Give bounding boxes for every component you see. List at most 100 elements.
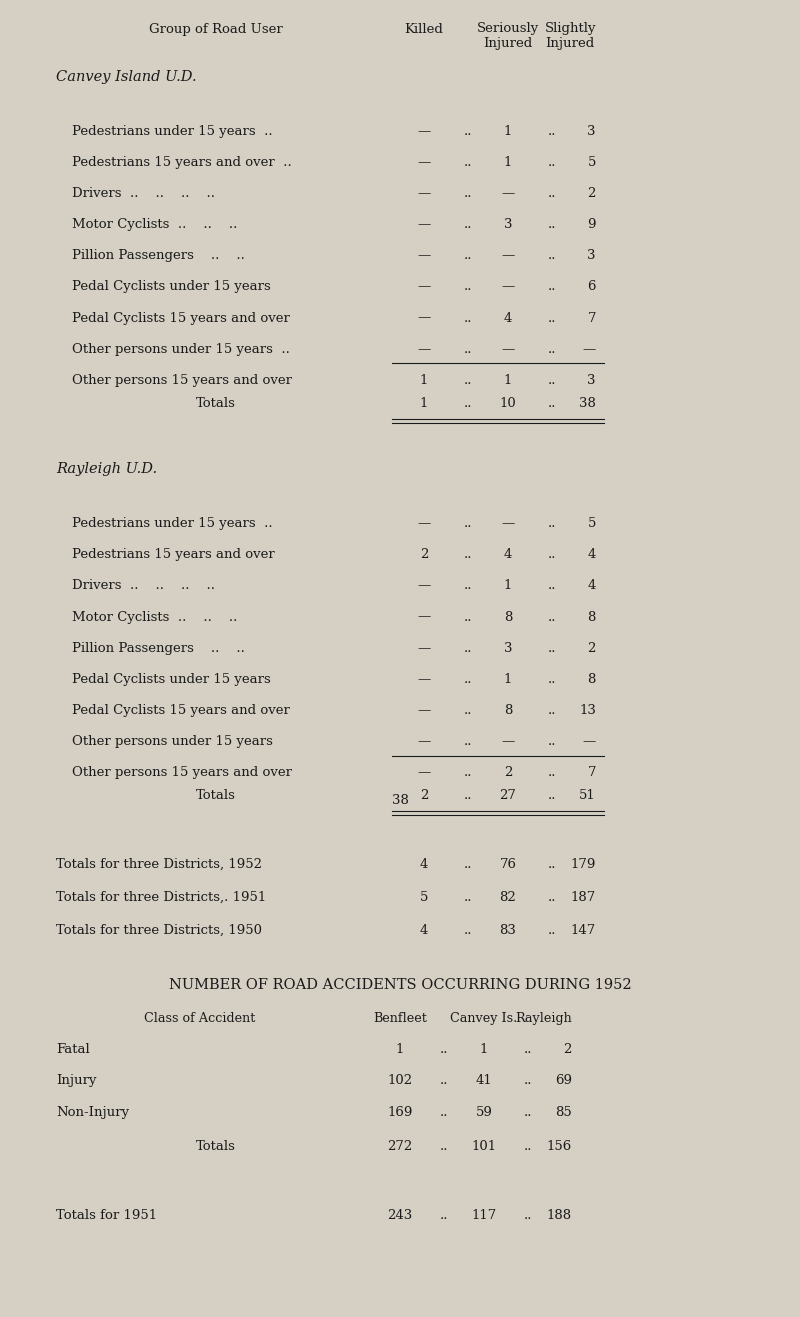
Text: Motor Cyclists  ..    ..    ..: Motor Cyclists .. .. .. xyxy=(72,219,238,232)
Text: 38: 38 xyxy=(579,398,596,410)
Text: ..: .. xyxy=(464,125,472,138)
Text: 3: 3 xyxy=(504,641,512,655)
Text: 117: 117 xyxy=(471,1209,497,1222)
Text: Pedal Cyclists 15 years and over: Pedal Cyclists 15 years and over xyxy=(72,703,290,716)
Text: ..: .. xyxy=(464,518,472,531)
Text: Drivers  ..    ..    ..    ..: Drivers .. .. .. .. xyxy=(72,187,215,200)
Text: —: — xyxy=(418,673,430,686)
Text: ..: .. xyxy=(548,703,556,716)
Text: —: — xyxy=(502,249,514,262)
Text: 169: 169 xyxy=(387,1105,413,1118)
Text: Pedal Cyclists under 15 years: Pedal Cyclists under 15 years xyxy=(72,673,270,686)
Text: 8: 8 xyxy=(504,703,512,716)
Text: ..: .. xyxy=(464,859,472,872)
Text: 272: 272 xyxy=(387,1141,413,1154)
Text: ..: .. xyxy=(464,890,472,903)
Text: ..: .. xyxy=(548,859,556,872)
Text: Totals for three Districts,. 1951: Totals for three Districts,. 1951 xyxy=(56,890,266,903)
Text: ..: .. xyxy=(440,1043,448,1056)
Text: Other persons 15 years and over: Other persons 15 years and over xyxy=(72,766,292,780)
Text: 1: 1 xyxy=(504,673,512,686)
Text: —: — xyxy=(582,735,596,748)
Text: —: — xyxy=(418,281,430,294)
Text: —: — xyxy=(418,219,430,232)
Text: 179: 179 xyxy=(570,859,596,872)
Text: ..: .. xyxy=(548,155,556,169)
Text: 3: 3 xyxy=(587,125,596,138)
Text: 2: 2 xyxy=(420,789,428,802)
Text: 4: 4 xyxy=(588,548,596,561)
Text: Pedestrians 15 years and over  ..: Pedestrians 15 years and over .. xyxy=(72,155,292,169)
Text: 1: 1 xyxy=(504,579,512,593)
Text: 3: 3 xyxy=(587,249,596,262)
Text: 2: 2 xyxy=(504,766,512,780)
Text: ..: .. xyxy=(548,789,556,802)
Text: ..: .. xyxy=(548,673,556,686)
Text: Pedestrians 15 years and over: Pedestrians 15 years and over xyxy=(72,548,274,561)
Text: —: — xyxy=(502,342,514,356)
Text: 4: 4 xyxy=(420,923,428,936)
Text: 6: 6 xyxy=(587,281,596,294)
Text: Class of Accident: Class of Accident xyxy=(144,1013,256,1025)
Text: Pillion Passengers    ..    ..: Pillion Passengers .. .. xyxy=(72,249,245,262)
Text: 1: 1 xyxy=(420,398,428,410)
Text: ..: .. xyxy=(464,923,472,936)
Text: ..: .. xyxy=(548,923,556,936)
Text: ..: .. xyxy=(548,766,556,780)
Text: —: — xyxy=(418,249,430,262)
Text: ..: .. xyxy=(464,579,472,593)
Text: 187: 187 xyxy=(570,890,596,903)
Text: —: — xyxy=(418,766,430,780)
Text: Pedal Cyclists 15 years and over: Pedal Cyclists 15 years and over xyxy=(72,312,290,324)
Text: ..: .. xyxy=(464,789,472,802)
Text: ..: .. xyxy=(464,312,472,324)
Text: 85: 85 xyxy=(555,1105,572,1118)
Text: 1: 1 xyxy=(504,374,512,387)
Text: 1: 1 xyxy=(504,155,512,169)
Text: 38: 38 xyxy=(391,794,409,807)
Text: ..: .. xyxy=(464,673,472,686)
Text: Totals for three Districts, 1952: Totals for three Districts, 1952 xyxy=(56,859,262,872)
Text: 2: 2 xyxy=(564,1043,572,1056)
Text: 27: 27 xyxy=(499,789,517,802)
Text: ..: .. xyxy=(524,1141,532,1154)
Text: 1: 1 xyxy=(396,1043,404,1056)
Text: Totals: Totals xyxy=(196,398,236,410)
Text: 13: 13 xyxy=(579,703,596,716)
Text: 51: 51 xyxy=(579,789,596,802)
Text: ..: .. xyxy=(524,1105,532,1118)
Text: Motor Cyclists  ..    ..    ..: Motor Cyclists .. .. .. xyxy=(72,611,238,623)
Text: 188: 188 xyxy=(547,1209,572,1222)
Text: 7: 7 xyxy=(587,766,596,780)
Text: Totals: Totals xyxy=(196,1141,236,1154)
Text: 41: 41 xyxy=(476,1075,492,1088)
Text: —: — xyxy=(418,342,430,356)
Text: Pedestrians under 15 years  ..: Pedestrians under 15 years .. xyxy=(72,125,273,138)
Text: 4: 4 xyxy=(420,859,428,872)
Text: ..: .. xyxy=(464,611,472,623)
Text: Fatal: Fatal xyxy=(56,1043,90,1056)
Text: ..: .. xyxy=(548,548,556,561)
Text: —: — xyxy=(418,611,430,623)
Text: 3: 3 xyxy=(587,374,596,387)
Text: ..: .. xyxy=(524,1075,532,1088)
Text: ..: .. xyxy=(548,374,556,387)
Text: ..: .. xyxy=(548,579,556,593)
Text: 2: 2 xyxy=(588,641,596,655)
Text: NUMBER OF ROAD ACCIDENTS OCCURRING DURING 1952: NUMBER OF ROAD ACCIDENTS OCCURRING DURIN… xyxy=(169,977,631,992)
Text: 8: 8 xyxy=(588,673,596,686)
Text: —: — xyxy=(418,125,430,138)
Text: Group of Road User: Group of Road User xyxy=(149,22,283,36)
Text: ..: .. xyxy=(548,125,556,138)
Text: ..: .. xyxy=(548,312,556,324)
Text: ..: .. xyxy=(440,1141,448,1154)
Text: —: — xyxy=(582,342,596,356)
Text: ..: .. xyxy=(548,187,556,200)
Text: ..: .. xyxy=(548,342,556,356)
Text: 243: 243 xyxy=(387,1209,413,1222)
Text: Benfleet: Benfleet xyxy=(373,1013,427,1025)
Text: Seriously
Injured: Seriously Injured xyxy=(477,22,539,50)
Text: ..: .. xyxy=(464,374,472,387)
Text: —: — xyxy=(502,518,514,531)
Text: 9: 9 xyxy=(587,219,596,232)
